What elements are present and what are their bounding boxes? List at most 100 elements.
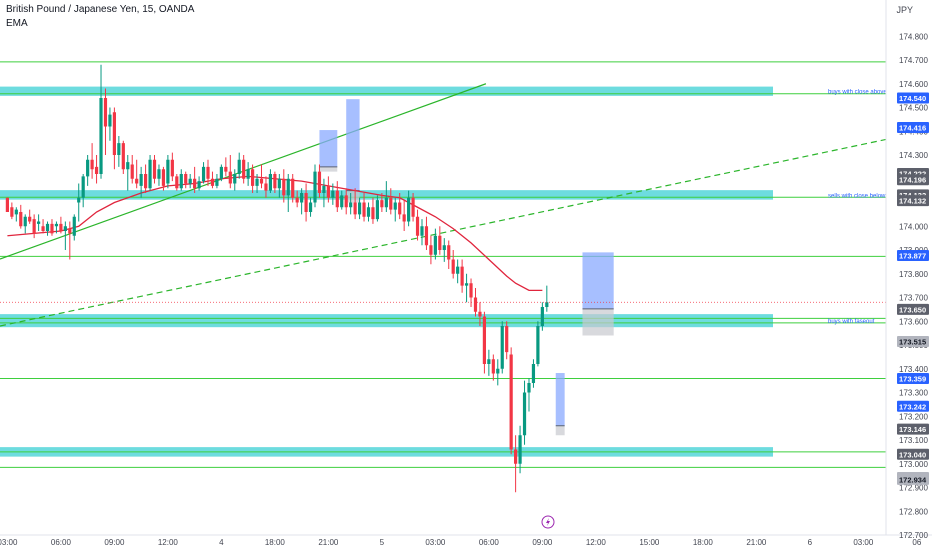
candle-66[interactable] <box>300 188 304 215</box>
candle-17[interactable] <box>81 174 85 208</box>
candle-91[interactable] <box>411 193 415 222</box>
zone-band-2[interactable] <box>0 314 773 328</box>
position-target-zone-2[interactable] <box>582 252 614 309</box>
candle-58[interactable] <box>264 176 268 198</box>
candle-26[interactable] <box>121 140 125 174</box>
candle-54[interactable] <box>246 162 250 186</box>
candle-48[interactable] <box>219 164 223 182</box>
candle-2[interactable] <box>14 207 18 222</box>
price-label-8[interactable]: 173.515 <box>897 335 929 347</box>
candle-9[interactable] <box>45 221 50 236</box>
candle-4[interactable] <box>23 214 27 234</box>
candle-59[interactable] <box>268 169 273 193</box>
candle-53[interactable] <box>242 155 246 184</box>
candle-102[interactable] <box>460 259 464 293</box>
price-label-6[interactable]: 173.877 <box>897 249 929 261</box>
candle-93[interactable] <box>420 219 424 246</box>
candle-45[interactable] <box>206 159 210 186</box>
candle-42[interactable] <box>193 166 197 193</box>
candle-21[interactable] <box>99 64 103 179</box>
candle-86[interactable] <box>389 188 393 215</box>
candle-113[interactable] <box>509 347 513 455</box>
candle-116[interactable] <box>522 380 527 445</box>
candle-40[interactable] <box>184 171 188 189</box>
candle-0[interactable] <box>5 197 9 212</box>
candle-115[interactable] <box>518 425 522 474</box>
candle-23[interactable] <box>108 107 112 141</box>
position-stop-zone-1[interactable] <box>346 190 360 203</box>
candle-3[interactable] <box>19 204 23 229</box>
candle-105[interactable] <box>473 288 478 317</box>
candle-67[interactable] <box>304 183 308 222</box>
position-target-zone-1[interactable] <box>346 99 360 191</box>
candle-14[interactable] <box>68 221 72 260</box>
candle-55[interactable] <box>250 164 255 194</box>
candle-25[interactable] <box>117 136 121 167</box>
candle-18[interactable] <box>86 155 90 186</box>
candle-85[interactable] <box>384 181 388 212</box>
candle-43[interactable] <box>197 176 201 191</box>
candle-64[interactable] <box>291 174 295 203</box>
candle-101[interactable] <box>456 259 460 284</box>
position-target-zone-3[interactable] <box>555 373 565 426</box>
candle-90[interactable] <box>407 190 411 227</box>
candle-22[interactable] <box>103 88 108 156</box>
candle-121[interactable] <box>545 285 549 312</box>
candle-94[interactable] <box>424 216 429 250</box>
candle-8[interactable] <box>41 219 45 234</box>
candle-39[interactable] <box>179 169 183 191</box>
trendline-1[interactable] <box>0 129 932 327</box>
candle-50[interactable] <box>228 155 232 189</box>
price-axis[interactable]: 174.800174.700174.600174.500174.400174.3… <box>899 32 928 540</box>
candle-73[interactable] <box>331 183 335 205</box>
candle-108[interactable] <box>487 349 491 376</box>
candle-100[interactable] <box>451 250 455 279</box>
price-label-14[interactable]: 172.934 <box>897 473 929 485</box>
candle-98[interactable] <box>442 238 446 262</box>
candle-97[interactable] <box>438 226 442 255</box>
candle-65[interactable] <box>295 190 299 208</box>
candle-19[interactable] <box>90 143 94 179</box>
position-stop-zone-0[interactable] <box>319 166 338 172</box>
candle-84[interactable] <box>380 193 384 212</box>
candle-13[interactable] <box>63 221 67 251</box>
candle-78[interactable] <box>353 188 357 220</box>
candle-29[interactable] <box>135 159 139 189</box>
candle-16[interactable] <box>77 183 81 222</box>
candle-52[interactable] <box>237 152 241 179</box>
candle-110[interactable] <box>496 359 500 386</box>
candle-118[interactable] <box>531 359 536 388</box>
candle-6[interactable] <box>32 214 36 239</box>
zone-band-0[interactable] <box>0 86 773 96</box>
candle-68[interactable] <box>308 197 313 217</box>
candle-47[interactable] <box>215 174 219 189</box>
candle-27[interactable] <box>126 155 130 191</box>
candle-32[interactable] <box>148 155 152 191</box>
candle-35[interactable] <box>161 166 166 191</box>
candle-76[interactable] <box>344 188 348 215</box>
candle-37[interactable] <box>170 152 174 182</box>
candle-109[interactable] <box>491 354 495 381</box>
price-label-12[interactable]: 173.040 <box>897 448 929 460</box>
candle-7[interactable] <box>37 214 41 231</box>
candle-69[interactable] <box>313 164 317 208</box>
candle-34[interactable] <box>157 164 161 186</box>
candle-5[interactable] <box>28 209 32 224</box>
candle-114[interactable] <box>514 435 518 493</box>
candle-95[interactable] <box>429 235 433 265</box>
candle-70[interactable] <box>317 164 322 198</box>
candle-117[interactable] <box>527 378 531 412</box>
price-label-1[interactable]: 174.416 <box>897 121 929 133</box>
candle-71[interactable] <box>322 178 326 208</box>
candle-87[interactable] <box>393 197 397 222</box>
price-label-3[interactable]: 174.196 <box>897 174 929 186</box>
candle-81[interactable] <box>366 202 371 222</box>
candle-103[interactable] <box>464 273 469 303</box>
candle-60[interactable] <box>273 171 277 193</box>
candle-49[interactable] <box>224 157 228 177</box>
candle-38[interactable] <box>175 174 179 191</box>
candle-11[interactable] <box>54 221 59 234</box>
candle-120[interactable] <box>540 302 544 331</box>
position-target-zone-0[interactable] <box>319 130 338 167</box>
candle-75[interactable] <box>340 190 344 210</box>
